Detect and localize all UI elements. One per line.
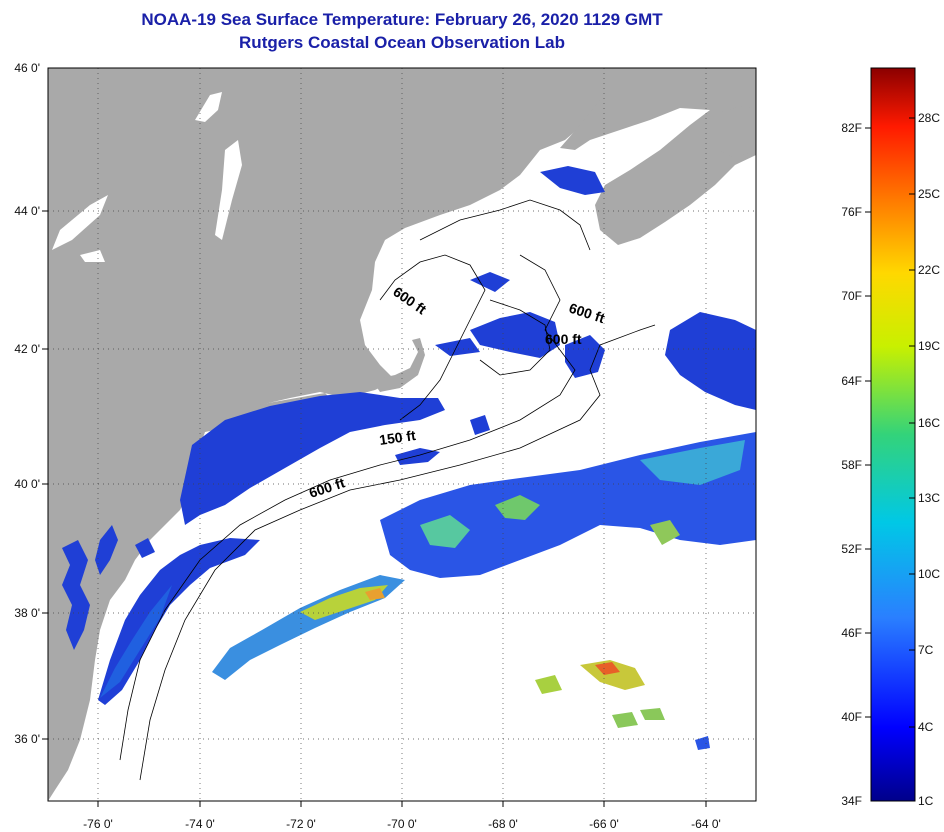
isobath-contour [479, 299, 551, 376]
lon-tick-label: -66 0' [589, 817, 619, 831]
isobath-label: 600 ft [545, 331, 582, 347]
colorbar-f-label: 76F [841, 205, 862, 219]
colorbar-c-label: 28C [918, 111, 940, 125]
sst-warm-patch [495, 495, 540, 520]
colorbar-c-label: 4C [918, 720, 934, 734]
colorbar-c-label: 22C [918, 263, 940, 277]
colorbar-f-label: 58F [841, 458, 862, 472]
sst-east-patch [665, 312, 756, 410]
sst-warm-patch [650, 520, 680, 545]
lat-tick-label: 40 0' [14, 477, 40, 491]
isobath-contour [139, 324, 656, 781]
land-nova-scotia [560, 68, 756, 245]
sst-warm-patch [420, 515, 470, 548]
colorbar-f-label: 34F [841, 794, 862, 808]
colorbar-ticks [865, 117, 915, 728]
lat-tick-label: 38 0' [14, 606, 40, 620]
map-subtitle: Rutgers Coastal Ocean Observation Lab [239, 33, 565, 52]
colorbar-c-label: 1C [918, 794, 934, 808]
isobath-contour [379, 254, 486, 421]
isobath-contour [419, 199, 591, 251]
sst-warm-core [365, 588, 385, 600]
sst-gulf-maine-patch [435, 338, 480, 356]
sst-south-patch [580, 660, 645, 690]
lat-tick-label: 36 0' [14, 732, 40, 746]
sst-mid-atlantic-shelf [98, 538, 260, 705]
lat-tick-label: 42 0' [14, 342, 40, 356]
sst-south-patch [535, 675, 562, 694]
land-us-mainland [48, 68, 640, 801]
sst-south-patch [612, 708, 665, 728]
colorbar-c-label: 25C [918, 187, 940, 201]
colorbar-f-label: 64F [841, 374, 862, 388]
lon-tick-label: -72 0' [286, 817, 316, 831]
lon-tick-label: -74 0' [185, 817, 215, 831]
colorbar-f-label: 82F [841, 121, 862, 135]
sst-gulf-maine-patch [565, 335, 605, 378]
isobath-contour [119, 254, 576, 761]
delaware-bay [95, 525, 118, 575]
lon-tick-label: -68 0' [488, 817, 518, 831]
lon-tick-label: -70 0' [387, 817, 417, 831]
lon-tick-label: -76 0' [83, 817, 113, 831]
colorbar-c-label: 7C [918, 643, 934, 657]
sst-cold-patch [470, 415, 490, 435]
colorbar [870, 67, 916, 802]
land-cape-breton [712, 105, 756, 158]
axis-ticks [42, 210, 707, 807]
sst-warm-core [300, 585, 388, 620]
sst-south-patch [695, 736, 710, 750]
colorbar-f-label: 52F [841, 542, 862, 556]
chesapeake-bay [62, 540, 90, 650]
colorbar-c-label: 19C [918, 339, 940, 353]
colorbar-f-label: 46F [841, 626, 862, 640]
sst-gulf-maine-patch [470, 272, 510, 292]
sst-gulf-maine-patch [470, 312, 560, 358]
colorbar-c-label: 10C [918, 567, 940, 581]
land-cape-cod [372, 338, 425, 392]
colorbar-c-label: 16C [918, 416, 940, 430]
sst-cold-patch [135, 538, 155, 558]
colorbar-c-label: 13C [918, 491, 940, 505]
map-title: NOAA-19 Sea Surface Temperature: Februar… [141, 10, 663, 29]
lat-tick-label: 44 0' [14, 204, 40, 218]
colorbar-f-label: 40F [841, 710, 862, 724]
lon-tick-label: -64 0' [691, 817, 721, 831]
isobath-label: 150 ft [378, 427, 417, 448]
sst-cold-shelf-water [180, 392, 445, 525]
lat-tick-label: 46 0' [14, 61, 40, 75]
sst-bay-of-fundy [540, 166, 605, 195]
graticule [48, 68, 756, 801]
sst-south-hot [595, 662, 620, 675]
sst-warm-patch [640, 440, 745, 485]
colorbar-f-label: 70F [841, 289, 862, 303]
